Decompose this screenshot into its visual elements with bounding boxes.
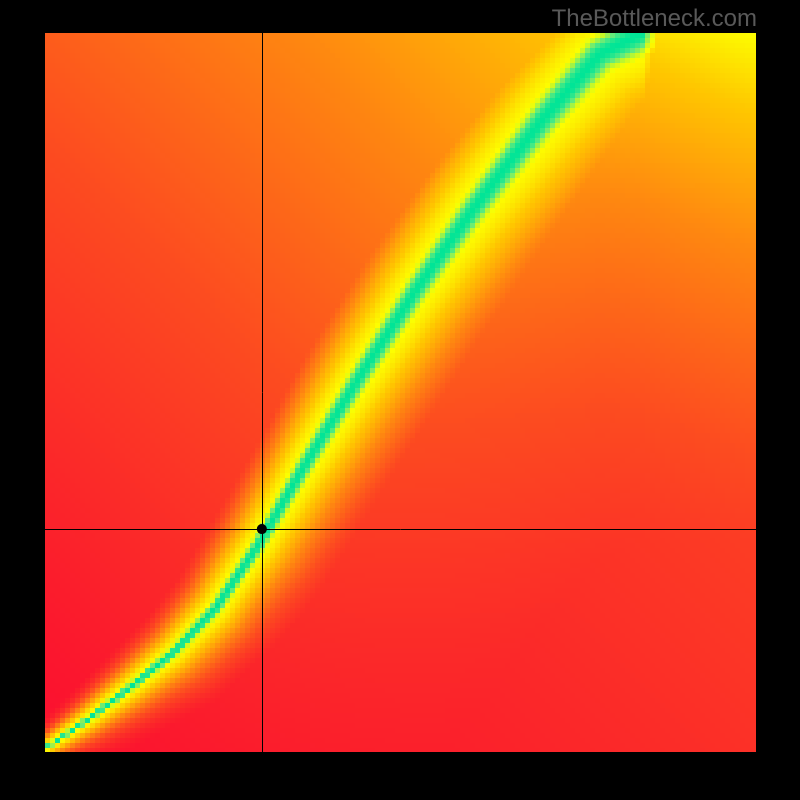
bottleneck-heatmap (0, 0, 800, 800)
chart-container: TheBottleneck.com (0, 0, 800, 800)
watermark-text: TheBottleneck.com (552, 5, 757, 33)
